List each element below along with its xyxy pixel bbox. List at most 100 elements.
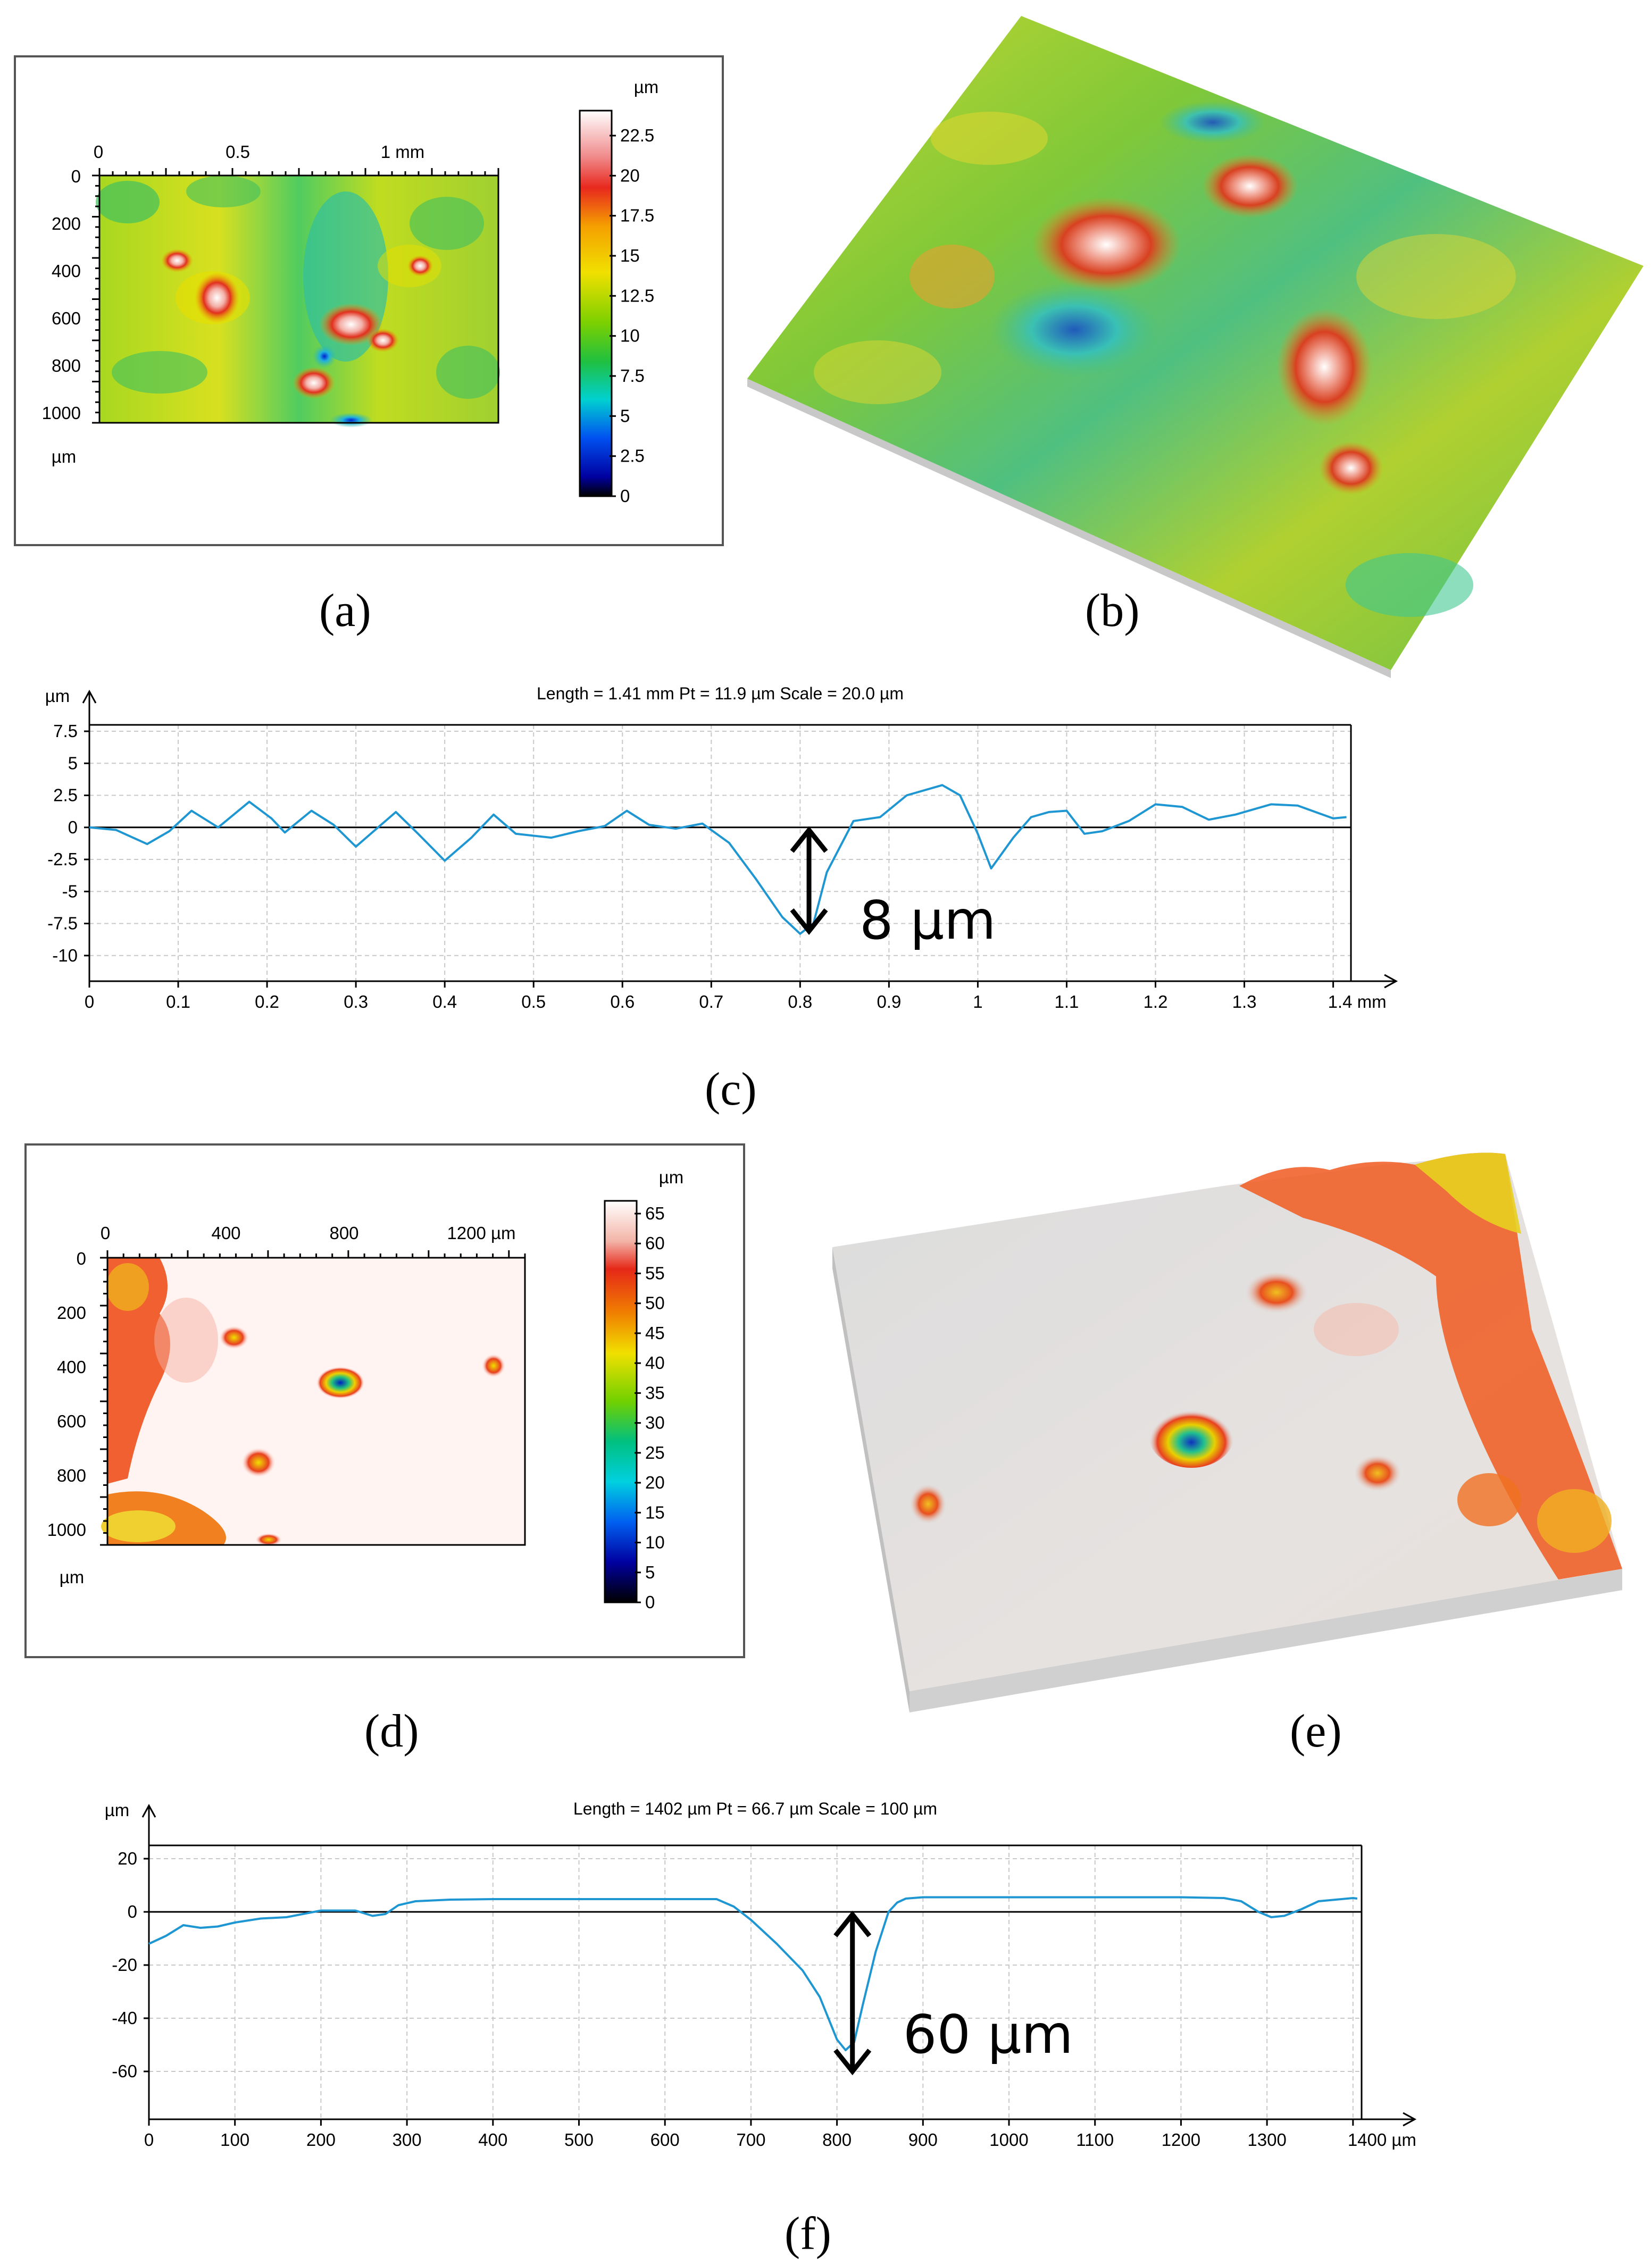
y-tick-label: -40 bbox=[112, 2008, 137, 2028]
colorbar-label: 2.5 bbox=[620, 446, 645, 466]
panel-d-left-label-3: 600 bbox=[57, 1411, 86, 1431]
y-tick-label: -20 bbox=[112, 1955, 137, 1975]
panel-a-top-label-0: 0 bbox=[94, 142, 103, 162]
y-tick-label: 7.5 bbox=[53, 721, 78, 741]
panel-d-unit: µm bbox=[60, 1567, 85, 1587]
y-tick-label: -2.5 bbox=[47, 849, 78, 869]
depth-arrow-head-bottom bbox=[790, 908, 828, 935]
x-tick-label: 1 bbox=[973, 992, 982, 1012]
colorbar-label: 20 bbox=[645, 1473, 665, 1492]
colorbar-label: 40 bbox=[645, 1353, 665, 1373]
y-tick-label: 20 bbox=[118, 1849, 137, 1868]
panel-d-left-label-2: 400 bbox=[57, 1357, 86, 1377]
x-tick-label: 1100 bbox=[1076, 2130, 1114, 2150]
panel-d-colorbar bbox=[604, 1200, 638, 1603]
colorbar-label: 10 bbox=[645, 1533, 665, 1552]
panel-a-top-label-1: 0.5 bbox=[226, 142, 250, 162]
panel-d-left-label-0: 0 bbox=[77, 1249, 86, 1268]
panel-a-colorbar-labels: 22.5 20 17.5 15 12.5 10 7.5 5 2.5 0 bbox=[610, 126, 654, 506]
y-tick-label: 5 bbox=[68, 753, 78, 773]
colorbar-label: 50 bbox=[645, 1293, 665, 1313]
x-tick-label: 0.5 bbox=[521, 992, 546, 1012]
x-tick-label: 1.2 bbox=[1144, 992, 1168, 1012]
x-tick-label: 1.1 bbox=[1055, 992, 1079, 1012]
colorbar-label: 15 bbox=[620, 246, 640, 265]
panel-e-surface-features bbox=[910, 1152, 1622, 1579]
colorbar-label: 10 bbox=[620, 326, 640, 346]
x-tick-label: 1400 µm bbox=[1348, 2130, 1416, 2150]
y-tick-label: 0 bbox=[68, 817, 78, 837]
y-axis-arrow bbox=[82, 689, 97, 704]
colorbar-label: 5 bbox=[620, 406, 630, 425]
colorbar-label: 45 bbox=[645, 1323, 665, 1343]
x-tick-label: 1.4 mm bbox=[1328, 992, 1387, 1012]
x-tick-label: 1.3 bbox=[1232, 992, 1257, 1012]
panel-d-top-label-1: 400 bbox=[211, 1223, 240, 1243]
y-tick-label: -5 bbox=[62, 881, 78, 901]
x-tick-label: 0.1 bbox=[166, 992, 190, 1012]
x-tick-label: 1000 bbox=[989, 2130, 1028, 2150]
x-axis-arrow bbox=[1384, 974, 1398, 989]
x-tick-label: 700 bbox=[736, 2130, 765, 2150]
x-tick-label: 0 bbox=[144, 2130, 154, 2150]
y-axis-label: µm bbox=[45, 686, 70, 706]
panel-a-top-label-2: 1 mm bbox=[381, 142, 425, 162]
caption-f: (f) bbox=[785, 2208, 831, 2260]
panel-a-left-label-1: 200 bbox=[52, 214, 81, 233]
panel-d-top-label-3: 1200 µm bbox=[447, 1223, 515, 1243]
panel-a-left-label-3: 600 bbox=[52, 308, 81, 328]
colorbar-label: 15 bbox=[645, 1502, 665, 1522]
panel-d-features bbox=[101, 1258, 505, 1546]
panel-a-left-label-5: 1000 bbox=[42, 403, 81, 423]
colorbar-label: 0 bbox=[620, 486, 630, 506]
panel-a-unit: µm bbox=[52, 447, 77, 466]
panel-d-top-label-2: 800 bbox=[329, 1223, 358, 1243]
y-tick-label: -60 bbox=[112, 2061, 137, 2081]
x-tick-label: 0.9 bbox=[877, 992, 901, 1012]
colorbar-label: 30 bbox=[645, 1413, 665, 1433]
depth-annotation: 8 µm bbox=[860, 889, 996, 951]
profile-line bbox=[89, 784, 1347, 935]
x-tick-label: 1200 bbox=[1162, 2130, 1200, 2150]
panel-a-left-label-4: 800 bbox=[52, 356, 81, 375]
colorbar-label: 55 bbox=[645, 1263, 665, 1283]
colorbar-label: 22.5 bbox=[620, 126, 654, 145]
y-tick-label: -10 bbox=[52, 946, 78, 965]
panel-d-left-label-4: 800 bbox=[57, 1466, 86, 1485]
colorbar-label: 20 bbox=[620, 165, 640, 185]
depth-arrow-head-bottom bbox=[833, 2049, 872, 2076]
panel-a-left-label-2: 400 bbox=[52, 261, 81, 281]
panel-b-surface-features bbox=[814, 101, 1516, 617]
panel-d-colorbar-unit: µm bbox=[659, 1167, 684, 1187]
chart-title: Length = 1402 µm Pt = 66.7 µm Scale = 10… bbox=[573, 1799, 937, 1818]
caption-e: (e) bbox=[1290, 1706, 1342, 1757]
panel-a-left-ticks bbox=[92, 174, 99, 424]
panel-a-left-label-0: 0 bbox=[71, 166, 81, 186]
panel-a-colorbar bbox=[579, 110, 613, 497]
x-tick-label: 800 bbox=[822, 2130, 852, 2150]
colorbar-label: 60 bbox=[645, 1233, 665, 1253]
colorbar-label: 17.5 bbox=[620, 206, 654, 225]
x-tick-label: 300 bbox=[393, 2130, 422, 2150]
caption-b: (b) bbox=[1085, 585, 1140, 637]
x-tick-label: 500 bbox=[564, 2130, 594, 2150]
x-tick-label: 0 bbox=[85, 992, 94, 1012]
panel-d-left-label-1: 200 bbox=[57, 1303, 86, 1323]
depth-arrow-head-top bbox=[790, 826, 828, 853]
panel-a-features bbox=[96, 175, 500, 428]
panel-d-top-ticks bbox=[106, 1250, 526, 1258]
colorbar-label: 12.5 bbox=[620, 286, 654, 305]
caption-a: (a) bbox=[319, 585, 371, 637]
x-tick-label: 0.8 bbox=[788, 992, 812, 1012]
depth-annotation: 60 µm bbox=[903, 2003, 1073, 2066]
colorbar-label: 35 bbox=[645, 1383, 665, 1402]
x-tick-label: 0.7 bbox=[699, 992, 723, 1012]
colorbar-label: 65 bbox=[645, 1203, 665, 1223]
panel-d-left-label-5: 1000 bbox=[47, 1520, 86, 1540]
x-tick-label: 1300 bbox=[1247, 2130, 1286, 2150]
